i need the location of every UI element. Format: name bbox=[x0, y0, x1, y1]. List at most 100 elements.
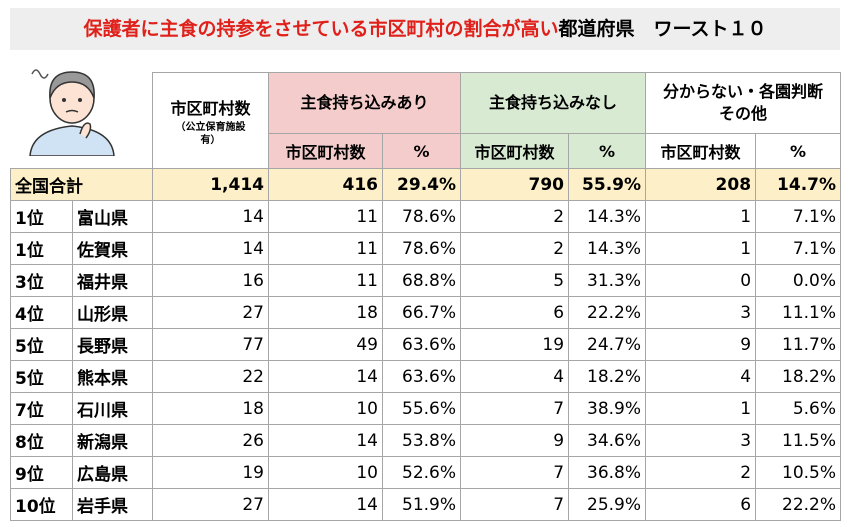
rank: 9位 bbox=[10, 456, 73, 489]
cell: 10 bbox=[268, 456, 383, 489]
cell: 38.9% bbox=[568, 392, 647, 425]
rank: 3位 bbox=[10, 264, 73, 297]
cell: 26 bbox=[152, 424, 269, 457]
subheader-row: 市区町村数% 市区町村数% 市区町村数% bbox=[11, 133, 842, 169]
cell: 9 bbox=[460, 424, 570, 457]
cell: 18 bbox=[268, 296, 383, 329]
total-cell: 208 bbox=[645, 168, 757, 201]
cell: 7.1% bbox=[755, 232, 842, 265]
data-row: 8位 新潟県 26 14 53.8% 9 34.6% 3 11.5% bbox=[10, 424, 842, 457]
cell: 7 bbox=[460, 488, 570, 521]
cell: 19 bbox=[460, 328, 570, 361]
cell: 16 bbox=[152, 264, 269, 297]
title: 保護者に主食の持参をさせている市区町村の割合が高い都道府県 ワースト１０ bbox=[10, 8, 840, 50]
thinking-icon bbox=[29, 69, 115, 156]
cell: 31.3% bbox=[568, 264, 647, 297]
data-row: 10位 岩手県 27 14 51.9% 7 25.9% 6 22.2% bbox=[10, 488, 842, 521]
cell: 11 bbox=[268, 264, 383, 297]
cell: 18.2% bbox=[755, 360, 842, 393]
header-note: （公立保育施設有） bbox=[175, 121, 246, 146]
total-cell: 416 bbox=[268, 168, 383, 201]
data-row: 4位 山形県 27 18 66.7% 6 22.2% 3 11.1% bbox=[10, 296, 842, 329]
data-row: 1位 佐賀県 14 11 78.6% 2 14.3% 1 7.1% bbox=[10, 232, 842, 265]
rank: 1位 bbox=[10, 200, 73, 233]
total-cell: 55.9% bbox=[568, 168, 647, 201]
cell: 19 bbox=[152, 456, 269, 489]
total-row: 全国合計 1,414 416 29.4% 790 55.9% 208 14.7% bbox=[10, 168, 842, 201]
cell: 4 bbox=[645, 360, 757, 393]
cell: 14 bbox=[268, 424, 383, 457]
cell: 7.1% bbox=[755, 200, 842, 233]
cell: 7 bbox=[460, 456, 570, 489]
cell: 11 bbox=[268, 232, 383, 265]
prefecture: 長野県 bbox=[72, 328, 153, 361]
cell: 1 bbox=[645, 232, 757, 265]
cell: 18.2% bbox=[568, 360, 647, 393]
cell: 14 bbox=[152, 200, 269, 233]
cell: 11.7% bbox=[755, 328, 842, 361]
cell: 22.2% bbox=[755, 488, 842, 521]
cell: 66.7% bbox=[381, 296, 462, 329]
total-cell: 1,414 bbox=[152, 168, 269, 201]
cell: 34.6% bbox=[568, 424, 647, 457]
total-label: 全国合計 bbox=[10, 168, 153, 201]
cell: 11.5% bbox=[755, 424, 842, 457]
total-cell: 29.4% bbox=[381, 168, 462, 201]
data-row: 3位 福井県 16 11 68.8% 5 31.3% 0 0.0% bbox=[10, 264, 842, 297]
cell: 14.3% bbox=[568, 232, 647, 265]
cell: 5.6% bbox=[755, 392, 842, 425]
cell: 2 bbox=[460, 232, 570, 265]
cell: 27 bbox=[152, 296, 269, 329]
rank: 5位 bbox=[10, 328, 73, 361]
cell: 55.6% bbox=[381, 392, 462, 425]
group-header: 分からない・各園判断その他 bbox=[645, 72, 842, 134]
cell: 52.6% bbox=[381, 456, 462, 489]
cell: 10 bbox=[268, 392, 383, 425]
group-header: 主食持ち込みあり bbox=[267, 72, 462, 134]
cell: 14 bbox=[152, 232, 269, 265]
prefecture: 新潟県 bbox=[72, 424, 153, 457]
subheader: % bbox=[755, 133, 842, 169]
cell: 14 bbox=[268, 488, 383, 521]
group-header-text: 主食持ち込みなし bbox=[489, 93, 618, 112]
cell: 14 bbox=[268, 360, 383, 393]
prefecture: 石川県 bbox=[72, 392, 153, 425]
header-cell: 市区町村数 （公立保育施設有） bbox=[152, 72, 269, 169]
header-row: 市区町村数 （公立保育施設有） 主食持ち込みあり 主食持ち込みなし 分からない・各園判断… bbox=[11, 72, 842, 169]
cell: 1 bbox=[645, 392, 757, 425]
cell: 36.8% bbox=[568, 456, 647, 489]
data-row: 5位 長野県 77 49 63.6% 19 24.7% 9 11.7% bbox=[10, 328, 842, 361]
subheader: 市区町村数 bbox=[460, 133, 570, 169]
cell: 3 bbox=[645, 424, 757, 457]
cell: 2 bbox=[460, 200, 570, 233]
cell: 7 bbox=[460, 392, 570, 425]
prefecture: 富山県 bbox=[72, 200, 153, 233]
data-row: 5位 熊本県 22 14 63.6% 4 18.2% 4 18.2% bbox=[10, 360, 842, 393]
cell: 53.8% bbox=[381, 424, 462, 457]
cell: 77 bbox=[152, 328, 269, 361]
cell: 22.2% bbox=[568, 296, 647, 329]
cell: 0.0% bbox=[755, 264, 842, 297]
cell: 4 bbox=[460, 360, 570, 393]
cell: 49 bbox=[268, 328, 383, 361]
blank-cell bbox=[11, 73, 153, 169]
cell: 6 bbox=[460, 296, 570, 329]
cell: 78.6% bbox=[381, 232, 462, 265]
cell: 0 bbox=[645, 264, 757, 297]
cell: 63.6% bbox=[381, 360, 462, 393]
cell: 25.9% bbox=[568, 488, 647, 521]
total-cell: 14.7% bbox=[755, 168, 842, 201]
cell: 11 bbox=[268, 200, 383, 233]
cell: 27 bbox=[152, 488, 269, 521]
rank: 10位 bbox=[10, 488, 73, 521]
data-row: 7位 石川県 18 10 55.6% 7 38.9% 1 5.6% bbox=[10, 392, 842, 425]
subheader: 市区町村数 bbox=[268, 133, 383, 169]
group-header: 主食持ち込みなし bbox=[460, 72, 647, 134]
title-rest: 都道府県 ワースト１０ bbox=[558, 18, 767, 40]
cell: 14.3% bbox=[568, 200, 647, 233]
cell: 3 bbox=[645, 296, 757, 329]
cell: 18 bbox=[152, 392, 269, 425]
subheader: % bbox=[381, 133, 462, 169]
cell: 68.8% bbox=[381, 264, 462, 297]
